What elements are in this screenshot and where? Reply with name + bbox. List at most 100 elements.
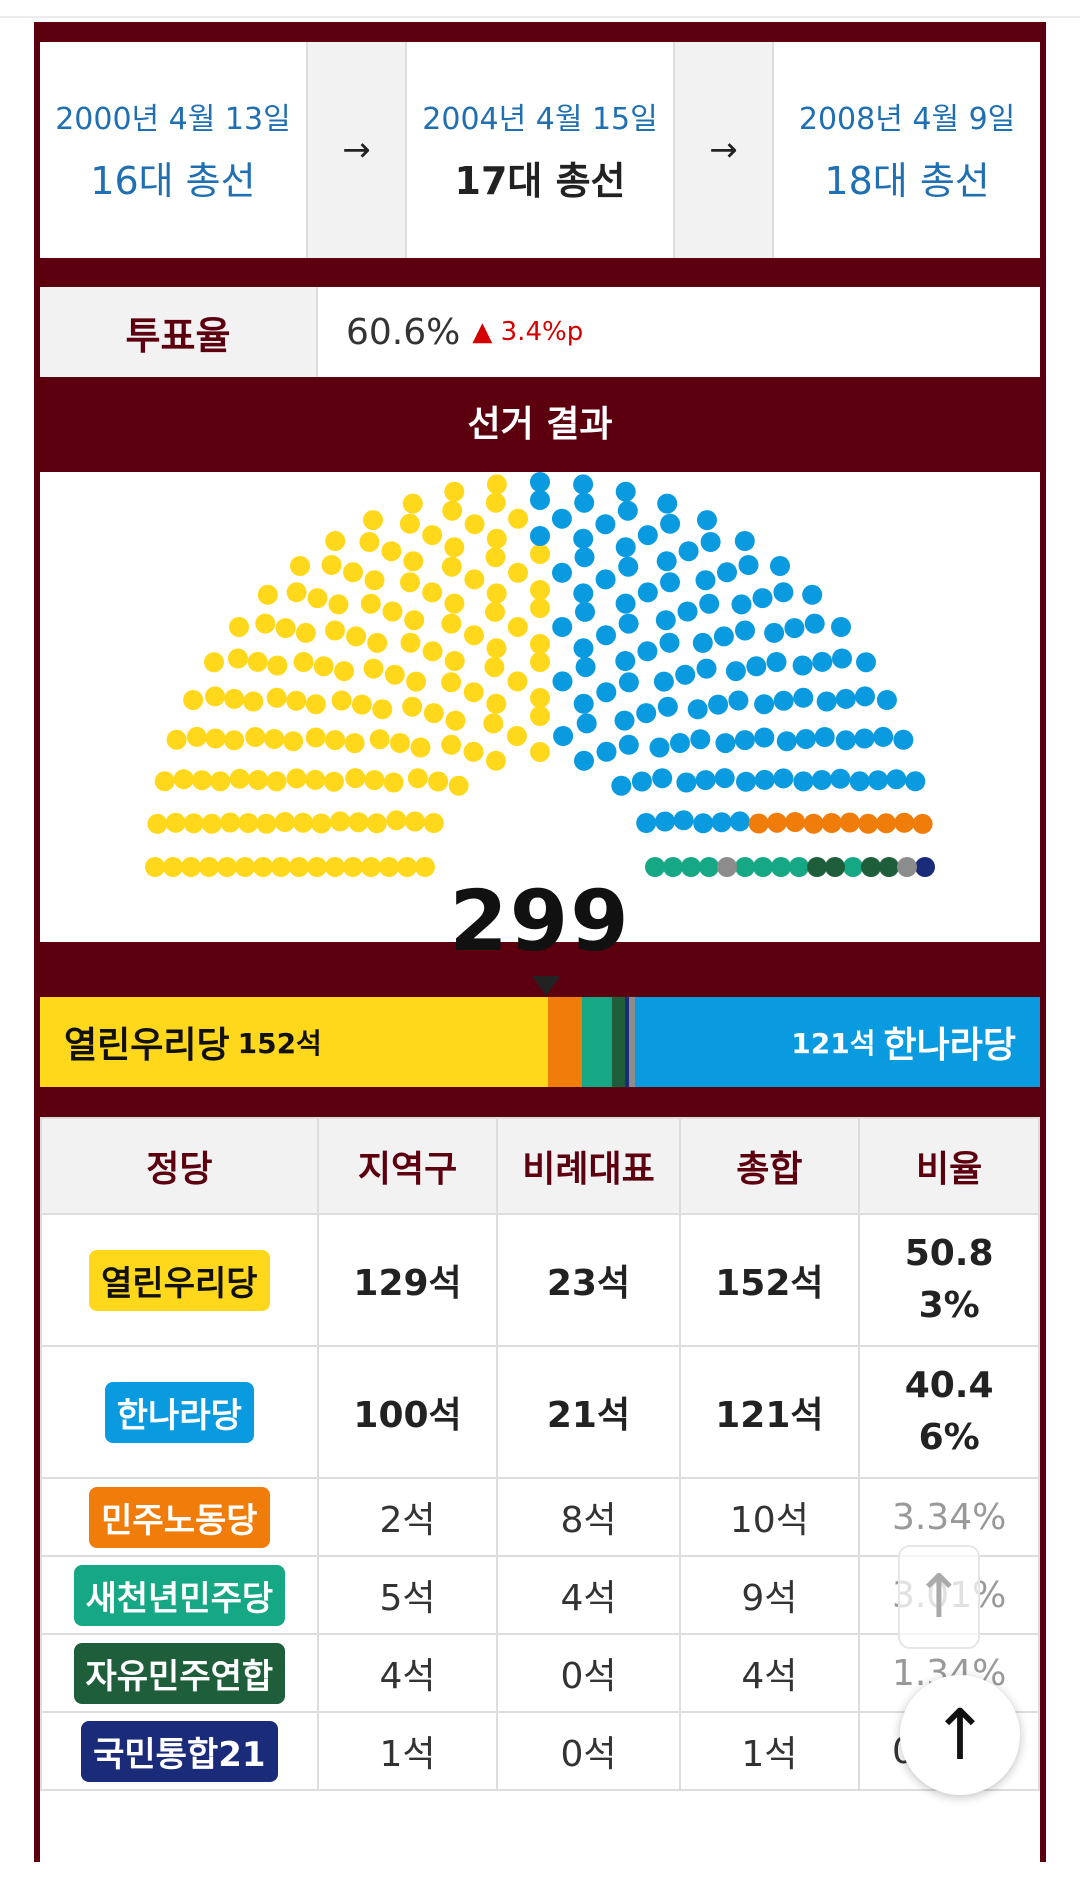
- seat-dot: [861, 857, 881, 877]
- scroll-top-ghost-icon[interactable]: ↑: [898, 1545, 980, 1649]
- seat-dot: [192, 770, 212, 791]
- seat-dot: [573, 638, 594, 659]
- header-ratio: 비율: [858, 1117, 1040, 1215]
- party-badge[interactable]: 새천년민주당: [73, 1564, 286, 1626]
- seat-dot: [754, 727, 775, 748]
- table-row: 민주노동당 2석 8석 10석 3.34%: [40, 1477, 1040, 1557]
- party-badge[interactable]: 한나라당: [104, 1381, 254, 1443]
- total-cell: 9석: [678, 1555, 861, 1635]
- seat-dot: [771, 857, 791, 877]
- seat-dot: [445, 710, 466, 731]
- seat-dot: [486, 528, 507, 549]
- seat-dot: [324, 771, 344, 792]
- party-badge[interactable]: 자유민주연합: [73, 1642, 286, 1704]
- seat-dot: [235, 857, 255, 877]
- seat-dot: [734, 531, 755, 551]
- seat-dot: [831, 617, 851, 637]
- seat-dot: [645, 857, 665, 877]
- seat-dot: [253, 857, 273, 877]
- seat-dot: [508, 562, 528, 583]
- prev-election-link[interactable]: 2000년 4월 13일 16대 총선: [40, 42, 306, 258]
- seat-dot: [677, 601, 698, 622]
- seat-dot: [618, 556, 639, 577]
- turnout-value-cell: 60.6% ▲ 3.4%p: [318, 287, 1040, 377]
- parliament-seat-diagram: [145, 472, 935, 877]
- bar-segment: [635, 997, 1040, 1087]
- seat-dot: [444, 651, 465, 671]
- prev-election-date[interactable]: 2000년 4월 13일: [55, 102, 291, 137]
- party-badge[interactable]: 민주노동당: [89, 1486, 270, 1548]
- seat-dot: [766, 812, 787, 833]
- seat-dot: [183, 690, 204, 710]
- seat-dot: [789, 857, 809, 877]
- bar-segment: [581, 997, 612, 1087]
- seat-dot: [773, 768, 794, 789]
- party-badge[interactable]: 열린우리당: [89, 1249, 270, 1311]
- seat-dot: [811, 770, 832, 790]
- seat-dot: [485, 601, 505, 622]
- seat-dot: [631, 771, 652, 792]
- seat-dot: [897, 857, 917, 877]
- next-election-link[interactable]: 2008년 4월 9일 18대 총선: [774, 42, 1040, 258]
- seat-dot: [382, 601, 403, 622]
- party-badge[interactable]: 국민통합21: [81, 1720, 278, 1782]
- seat-dot: [574, 750, 594, 771]
- seat-dot: [448, 775, 469, 796]
- election-infobox: 2000년 4월 13일 16대 총선 → 2004년 4월 15일 17대 총…: [34, 22, 1046, 1887]
- seat-dot: [283, 731, 304, 752]
- seat-dot: [255, 613, 276, 634]
- ratio-cell: 40.46%: [858, 1345, 1040, 1479]
- next-election-date[interactable]: 2008년 4월 9일: [798, 102, 1016, 137]
- current-election-date[interactable]: 2004년 4월 15일: [422, 102, 658, 137]
- seat-dot: [699, 593, 720, 614]
- seat-dot: [506, 726, 527, 746]
- seat-dot: [738, 555, 759, 575]
- seat-dot: [905, 771, 926, 792]
- table-row: 열린우리당 129석 23석 152석 50.83%: [40, 1213, 1040, 1347]
- seat-dot: [325, 730, 346, 751]
- seat-dot: [205, 728, 226, 749]
- seat-dot: [717, 562, 737, 583]
- seat-dot: [675, 664, 696, 685]
- pr-cell: 8석: [496, 1477, 681, 1557]
- seat-dot: [210, 771, 231, 792]
- seat-dot: [199, 857, 219, 877]
- seat-dot: [305, 769, 326, 790]
- pr-cell: 21석: [496, 1345, 681, 1479]
- results-title: 선거 결과: [467, 404, 613, 445]
- seat-dot: [615, 481, 636, 502]
- next-election-name[interactable]: 18대 총선: [824, 159, 990, 203]
- seat-dot: [464, 625, 484, 646]
- seat-dot: [690, 729, 711, 750]
- seat-dot: [843, 857, 863, 877]
- seat-dot: [228, 648, 248, 669]
- seat-dot: [400, 572, 420, 593]
- seat-dot: [849, 771, 870, 792]
- seat-dot: [530, 490, 550, 510]
- seat-dot: [575, 657, 596, 678]
- seat-dot: [163, 857, 183, 877]
- seat-dot: [266, 687, 287, 708]
- scroll-to-top-button[interactable]: ↑: [900, 1675, 1020, 1795]
- bar-left-seats: 152석: [237, 1027, 322, 1060]
- seat-dot: [444, 481, 465, 502]
- seat-dot: [154, 771, 175, 792]
- district-cell: 100석: [316, 1345, 499, 1479]
- seat-dot: [812, 651, 833, 672]
- seat-dot: [873, 726, 894, 747]
- seat-dot: [657, 493, 678, 514]
- prev-election-name[interactable]: 16대 총선: [90, 159, 256, 203]
- seat-dot: [360, 593, 381, 614]
- seat-dot: [766, 652, 787, 672]
- seat-dot: [238, 813, 259, 833]
- seat-dot: [343, 857, 363, 877]
- seat-dot: [530, 544, 550, 564]
- seat-dot: [201, 813, 222, 834]
- seat-dot: [754, 769, 775, 790]
- turnout-change: ▲ 3.4%p: [472, 317, 584, 347]
- seat-dot: [359, 532, 380, 552]
- seat-dot: [615, 651, 636, 671]
- seat-dot: [752, 588, 773, 609]
- seat-dot: [876, 813, 897, 834]
- seat-dot: [717, 857, 737, 877]
